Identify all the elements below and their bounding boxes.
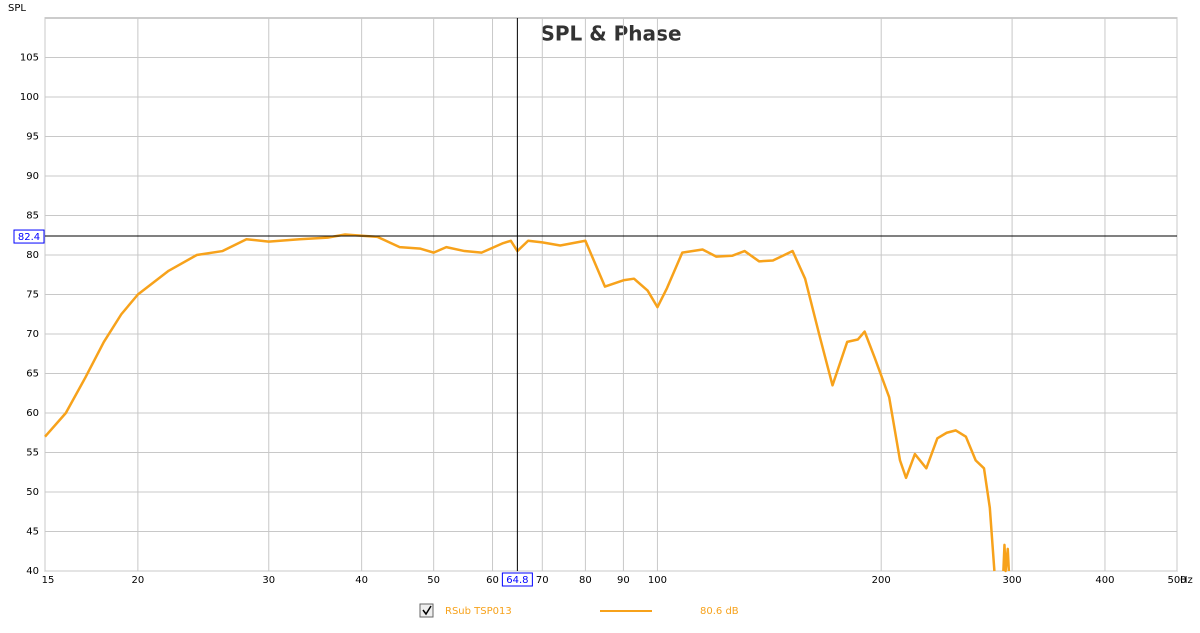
y-tick-label: 100 (20, 92, 39, 103)
x-tick-label: 80 (579, 575, 592, 586)
y-tick-label: 50 (26, 487, 39, 498)
x-tick-label: 30 (262, 575, 275, 586)
x-tick-label: 400 (1095, 575, 1114, 586)
y-tick-label: 55 (26, 448, 39, 459)
y-tick-label: 80 (26, 250, 39, 261)
chart-title: SPL & Phase (540, 22, 681, 46)
x-tick-label: 40 (355, 575, 368, 586)
y-tick-label: 105 (20, 53, 39, 64)
y-tick-label: 65 (26, 369, 39, 380)
legend-label: RSub TSP013 (445, 606, 512, 617)
y-tick-label: 45 (26, 527, 39, 538)
y-axis-label: SPL (8, 3, 26, 14)
cursor-y-box (13, 229, 45, 244)
x-tick-label: 200 (872, 575, 891, 586)
cursor-x-label: 64.8 (506, 575, 528, 586)
x-tick-label: 50 (427, 575, 440, 586)
y-tick-label: 75 (26, 290, 39, 301)
x-tick-label: 60 (486, 575, 499, 586)
y-tick-label: 90 (26, 171, 39, 182)
cursor-x-box (501, 572, 533, 587)
series-line (44, 233, 1011, 573)
y-tick-label: 95 (26, 132, 39, 143)
y-tick-label: 70 (26, 329, 39, 340)
x-tick-label: 20 (132, 575, 145, 586)
x-tick-label: 500 (1167, 575, 1186, 586)
x-tick-label: 15 (42, 575, 55, 586)
check-mark (422, 605, 432, 616)
cursor-y-label: 82.4 (18, 232, 40, 243)
x-tick-label: 300 (1003, 575, 1022, 586)
x-tick-label: 100 (648, 575, 667, 586)
x-unit: Hz (1180, 575, 1193, 586)
y-tick-label: 60 (26, 408, 39, 419)
y-tick-label: 85 (26, 211, 39, 222)
legend-value: 80.6 dB (700, 606, 739, 617)
legend-checkbox[interactable] (419, 603, 434, 618)
x-tick-label: 70 (536, 575, 549, 586)
y-tick-label: 40 (26, 566, 39, 577)
legend: RSub TSP013 80.6 dB (419, 603, 739, 618)
x-tick-label: 90 (617, 575, 630, 586)
